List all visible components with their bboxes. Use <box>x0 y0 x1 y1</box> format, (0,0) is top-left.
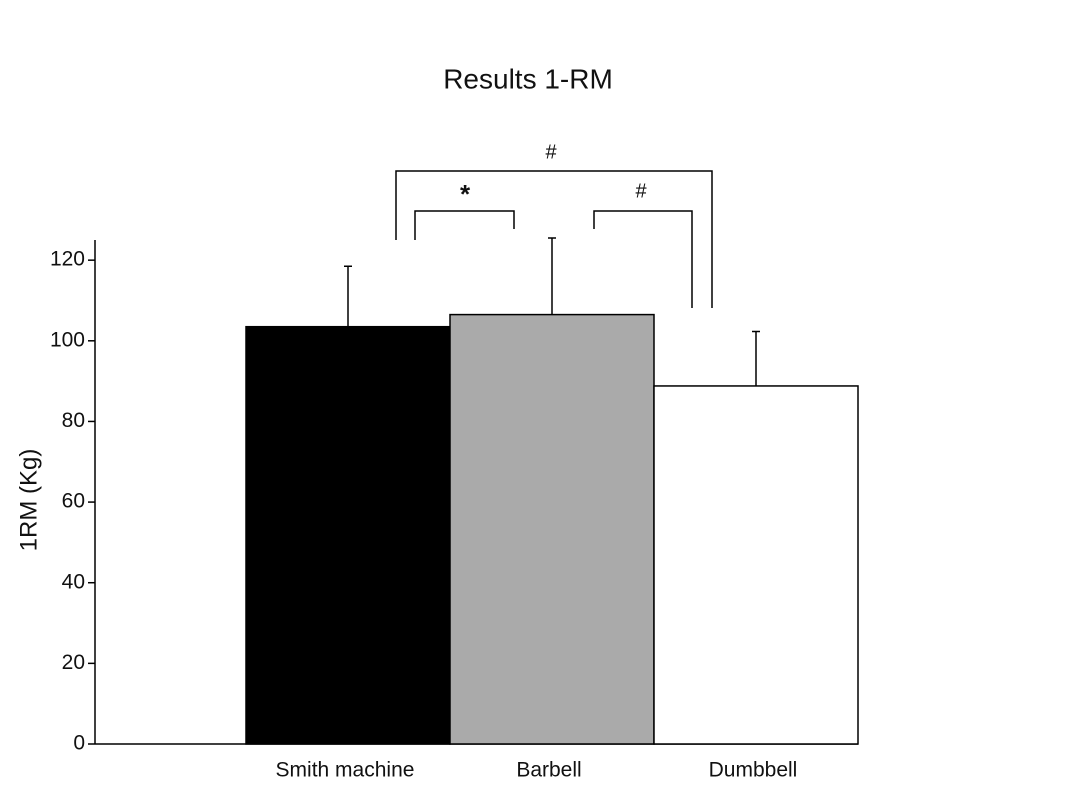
error-bar <box>344 265 352 327</box>
chart-title: Results 1-RM <box>443 63 613 94</box>
significance-label: # <box>635 180 647 202</box>
error-bar <box>548 237 556 315</box>
y-tick-label: 80 <box>62 409 85 432</box>
y-tick-label: 20 <box>62 651 85 674</box>
significance-bracket <box>414 210 515 240</box>
bar <box>245 325 451 745</box>
y-tick-label: 60 <box>62 490 85 513</box>
significance-bracket <box>395 170 713 308</box>
bar <box>653 385 859 745</box>
significance-label: * <box>460 179 471 209</box>
significance-label: # <box>545 141 557 163</box>
x-tick-label: Dumbbell <box>709 759 798 782</box>
y-axis-label: 1RM (Kg) <box>15 449 42 552</box>
error-bar <box>752 330 760 386</box>
x-tick-label: Smith machine <box>276 759 415 782</box>
bar <box>449 313 655 745</box>
y-tick-label: 0 <box>73 732 85 755</box>
significance-bracket <box>593 210 693 308</box>
x-tick-label: Barbell <box>516 759 581 782</box>
y-tick-label: 100 <box>50 328 85 351</box>
y-tick-label: 40 <box>62 570 85 593</box>
y-tick-label: 120 <box>50 248 85 271</box>
